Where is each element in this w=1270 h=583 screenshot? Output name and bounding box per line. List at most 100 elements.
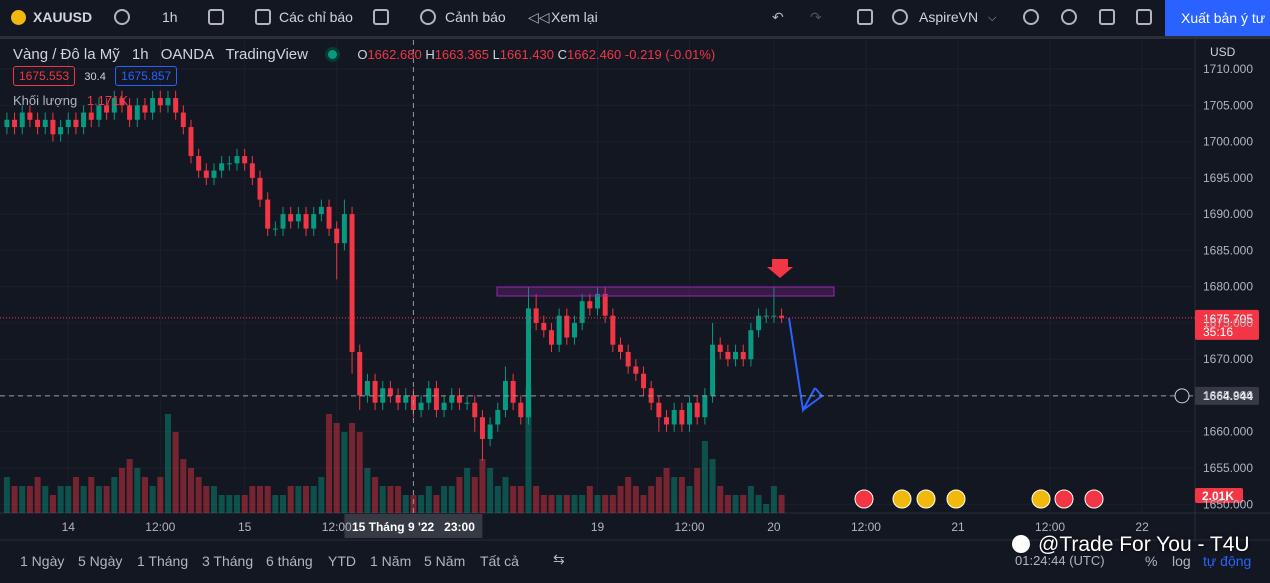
volume-bar [203,486,210,513]
volume-bar [210,486,217,513]
candle-body [725,351,731,360]
range-button[interactable]: 3 Tháng [202,553,254,569]
volume-bar [778,494,785,513]
candle-body [479,417,485,440]
cloud-icon[interactable] [892,9,908,25]
volume-bar [517,486,524,513]
close: 1662.460 [567,47,622,62]
indicators-icon[interactable] [255,9,271,25]
x-tick-label: 15 [238,520,252,534]
volume-bar [241,495,248,513]
candle-body [203,170,209,178]
range-button[interactable]: 1 Năm [370,553,412,569]
volume-bar [548,495,555,513]
volume-bar [234,495,241,513]
alert-icon[interactable] [420,9,436,25]
x-tick-label: 12:00 [1035,520,1065,534]
fullscreen[interactable] [1099,9,1115,25]
volume-label-box [1195,488,1243,503]
clock[interactable]: 01:24:44 (UTC) [1015,553,1105,568]
volume-bar [341,432,348,513]
replay[interactable]: Xem lại [551,9,598,25]
watermark-text: @Trade For You - T4U [1038,533,1250,556]
volume-bar [172,432,179,513]
x-tick-label: 22 [1135,520,1149,534]
range-button[interactable]: Tất cả [480,553,519,569]
interval[interactable]: 1h [162,9,178,25]
volume-bar [694,468,701,513]
candle-body [441,402,447,410]
range-button[interactable]: 1 Ngày [20,553,65,569]
candle-body [426,388,432,403]
volume-bar [770,486,777,513]
volume-bar [632,486,639,513]
volume-bar [464,468,471,513]
volume-bar [740,495,747,513]
x-tick-label: 21 [951,520,965,534]
crosshair-plus [1174,388,1190,404]
ask[interactable]: 1675.857 [115,66,178,86]
y-tick-label: 1710.000 [1203,62,1253,76]
log-toggle[interactable]: log [1172,553,1191,569]
add-symbol[interactable] [114,9,130,25]
volume-bar [19,486,26,513]
volume-bar [441,486,448,513]
candle-body [242,156,248,164]
auto-toggle[interactable]: tự động [1203,553,1252,569]
settings[interactable] [1061,9,1077,25]
candle-body [564,315,570,338]
volume-bar [533,486,540,513]
bid[interactable]: 1675.553 [13,66,76,86]
legend-interval: 1h [131,46,149,63]
legend-exchange: OANDA [160,46,214,63]
indicators[interactable]: Các chỉ báo [279,9,353,25]
date-range-icon[interactable]: ⇆ [553,551,565,567]
range-button[interactable]: 5 Năm [424,553,466,569]
y-tick-label: 1695.000 [1203,171,1253,185]
search[interactable] [1023,9,1039,25]
candle-body [710,344,716,396]
volume-bar [487,468,494,513]
percent-toggle[interactable]: % [1145,553,1158,569]
candle-body [12,119,18,128]
candle-body [456,395,462,403]
candle-body [211,170,217,178]
snapshot[interactable] [1136,9,1152,25]
volume-bar [95,486,102,513]
candle-body [387,388,393,396]
volume-bar [456,477,463,513]
range-button[interactable]: 6 tháng [266,553,313,569]
volume-bar [502,477,509,513]
x-tick-label: 20 [767,520,781,534]
templates[interactable] [373,9,389,25]
candle-body [265,199,271,229]
redo[interactable]: ↷ [810,9,822,25]
volume-bar [686,486,693,513]
events [854,489,1104,509]
range-button[interactable]: 1 Tháng [137,553,189,569]
layout-name[interactable]: AspireVN [919,9,979,25]
candle-body [756,315,762,331]
undo[interactable]: ↶ [772,9,784,25]
x-tick-label: 12:00 [145,520,175,534]
volume-bar [326,414,333,513]
range-button[interactable]: YTD [328,553,356,569]
symbol[interactable]: XAUUSD [33,9,93,25]
candle-body [495,409,501,425]
layout-icon[interactable] [857,9,873,25]
alerts[interactable]: Cảnh báo [445,9,506,25]
volume-bar [525,387,532,513]
candle-body [548,330,554,345]
volume-bar [510,486,517,513]
publish-button[interactable]: Xuất bản ý tư [1165,0,1270,36]
volume-bar [264,486,271,513]
range-button[interactable]: 5 Ngày [78,553,123,569]
chart-type[interactable] [208,9,224,25]
currency[interactable]: USD [1210,45,1236,59]
volume-bar [111,477,118,513]
candle-body [226,163,232,165]
x-tick-label: 19 [591,520,605,534]
volume-bar [303,486,310,513]
